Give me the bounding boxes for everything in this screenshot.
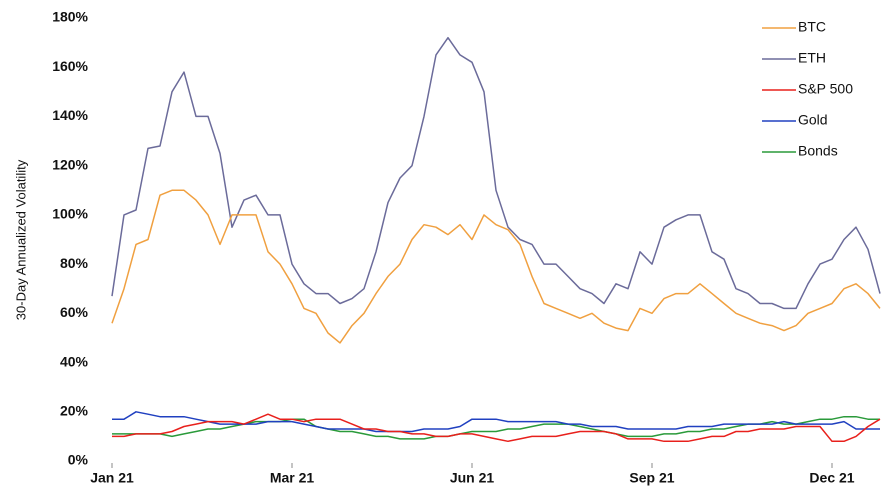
y-tick-label: 120%	[52, 156, 88, 172]
y-tick-label: 0%	[68, 452, 89, 468]
x-tick-label: Mar 21	[270, 470, 315, 486]
y-tick-label: 100%	[52, 206, 88, 222]
legend-label: Gold	[798, 112, 828, 128]
x-tick-label: Jun 21	[450, 470, 495, 486]
series-line	[111, 189, 881, 344]
y-tick-label: 40%	[60, 353, 89, 369]
legend-label: BTC	[798, 19, 826, 35]
y-tick-label: 80%	[60, 255, 89, 271]
y-tick-label: 140%	[52, 107, 88, 123]
y-tick-label: 20%	[60, 402, 89, 418]
x-tick-label: Dec 21	[809, 470, 854, 486]
y-tick-label: 180%	[52, 9, 88, 25]
y-tick-label: 160%	[52, 58, 88, 74]
series-line	[111, 36, 881, 310]
x-tick-label: Jan 21	[90, 470, 134, 486]
legend-label: ETH	[798, 50, 826, 66]
y-axis-label: 30-Day Annualized Volatility	[13, 159, 28, 320]
x-tick-label: Sep 21	[629, 470, 674, 486]
legend-label: S&P 500	[798, 81, 853, 97]
series-line	[112, 413, 881, 443]
series-line	[112, 411, 880, 433]
series-line	[112, 415, 880, 440]
y-tick-label: 60%	[60, 304, 89, 320]
legend-label: Bonds	[798, 143, 838, 159]
